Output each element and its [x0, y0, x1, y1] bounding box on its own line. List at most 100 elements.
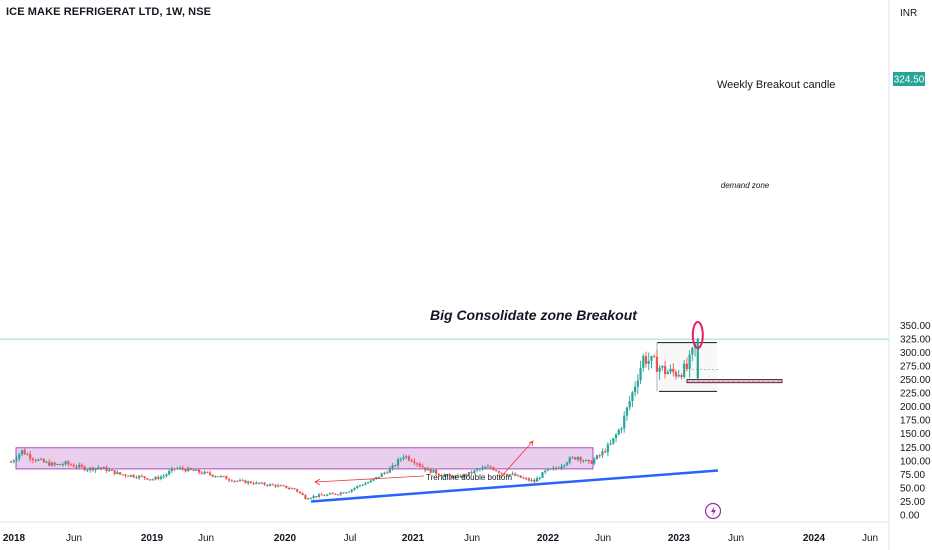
candle-body	[279, 485, 282, 487]
candle-body	[467, 472, 470, 476]
candle-body	[451, 475, 454, 478]
candle-body	[666, 371, 669, 375]
candle-body	[486, 466, 490, 468]
candle-body	[555, 467, 558, 469]
candle-body	[361, 484, 364, 486]
x-tick-label: Jun	[595, 533, 611, 544]
candle-body	[614, 434, 618, 439]
candle-body	[225, 476, 228, 480]
candle-body	[320, 494, 323, 496]
candle-body	[552, 467, 555, 469]
y-tick-label: 100.00	[900, 456, 931, 467]
candle-body	[184, 469, 187, 472]
candle-body	[260, 482, 263, 484]
candle-body	[198, 469, 201, 473]
y-tick-label: 75.00	[900, 470, 925, 481]
candle-body	[135, 477, 138, 479]
candle-body	[634, 386, 637, 393]
candle-body	[383, 472, 386, 474]
candle-body	[192, 469, 195, 471]
candle-body	[416, 463, 419, 465]
candle-body	[23, 450, 26, 455]
candle-body	[674, 372, 678, 377]
candle-body	[214, 476, 217, 478]
candle-body	[620, 428, 623, 430]
candle-body	[514, 473, 517, 476]
candle-body	[508, 474, 511, 476]
candle-body	[157, 477, 160, 479]
candle-body	[546, 469, 550, 471]
y-tick-label: 275.00	[900, 361, 931, 372]
candle-body	[75, 466, 78, 468]
candle-body	[478, 468, 481, 470]
candle-body	[266, 484, 269, 486]
candle-body	[429, 468, 432, 473]
candle-body	[176, 468, 179, 470]
candle-body	[53, 462, 56, 465]
candle-body	[217, 476, 220, 478]
candle-body	[533, 479, 536, 482]
candle-body	[244, 480, 247, 484]
candle-body	[650, 355, 653, 361]
candle-body	[421, 466, 424, 468]
candle-body	[108, 469, 111, 472]
candle-body	[601, 451, 604, 456]
candle-body	[396, 459, 400, 466]
candle-body	[268, 484, 272, 486]
candle-body	[116, 472, 119, 475]
candle-body	[238, 480, 242, 482]
candle-body	[563, 465, 566, 467]
candle-body	[497, 471, 500, 473]
candle-body	[527, 478, 530, 481]
candle-body	[655, 356, 659, 372]
candle-body	[625, 407, 629, 416]
candle-body	[219, 475, 223, 477]
candle-body	[535, 478, 539, 482]
candle-body	[503, 473, 506, 475]
candle-body	[127, 475, 130, 477]
candle-body	[37, 459, 40, 461]
y-tick-label: 350.00	[900, 321, 931, 332]
y-tick-label: 325.00	[900, 334, 931, 345]
candle-body	[233, 480, 236, 482]
candle-body	[236, 480, 239, 482]
candle-body	[271, 484, 274, 486]
candle-body	[102, 467, 105, 469]
candle-body	[80, 464, 84, 467]
candle-body	[222, 475, 225, 477]
y-tick-label: 200.00	[900, 402, 931, 413]
candle-body	[454, 475, 457, 478]
candle-body	[587, 459, 590, 462]
candle-body	[369, 480, 372, 483]
candle-body	[277, 485, 280, 487]
candles-layer	[10, 337, 699, 500]
candle-body	[31, 458, 34, 461]
candle-body	[544, 470, 547, 473]
candle-body	[372, 478, 375, 481]
candle-body	[530, 479, 533, 481]
candle-body	[301, 493, 304, 496]
candle-body	[249, 481, 252, 484]
candle-body	[410, 460, 413, 462]
x-tick-label: 2021	[402, 533, 425, 544]
candle-body	[516, 475, 520, 477]
trendline-arrow-left	[314, 475, 425, 486]
breakout-highlight-circle	[691, 321, 704, 350]
candle-body	[159, 476, 163, 479]
candle-body	[364, 483, 367, 485]
candle-body	[623, 415, 626, 429]
candle-body	[609, 443, 612, 445]
candle-body	[331, 493, 334, 495]
candle-body	[440, 474, 443, 476]
y-tick-label: 150.00	[900, 429, 931, 440]
candle-body	[241, 480, 244, 482]
candle-body	[394, 465, 397, 467]
candle-body	[230, 480, 233, 482]
candle-body	[315, 495, 318, 497]
candle-body	[399, 458, 402, 460]
x-tick-label: 2019	[141, 533, 164, 544]
candle-body	[598, 455, 601, 457]
candle-body	[571, 457, 574, 459]
y-axis: 350.00 325.00 300.00 275.00 250.00 225.00 200.…	[900, 321, 931, 522]
